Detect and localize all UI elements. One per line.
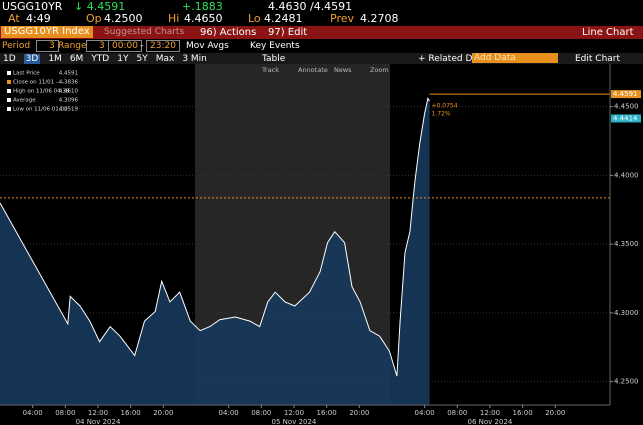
range-button[interactable]: 6M	[69, 54, 84, 64]
actions[interactable]: 96) Actions	[200, 27, 257, 38]
related[interactable]: + Related Dat	[418, 54, 482, 64]
label: Lo	[248, 12, 261, 25]
legend-value: 4.3836	[59, 80, 79, 86]
chart: 4.2500 4.3000 4.3500 4.4000 4.4500 4.4591 4.44…	[0, 64, 641, 425]
legend-swatch	[7, 80, 11, 84]
date-label: 04 Nov 2024	[76, 418, 121, 425]
legend-label: High on 11/06 04:39	[13, 89, 70, 95]
legend-label: Average	[13, 98, 36, 104]
legend-swatch	[7, 71, 11, 75]
change-label: +0.0754	[432, 103, 458, 110]
change: +.1883	[182, 0, 223, 13]
chart-type[interactable]: Line Chart	[582, 27, 634, 38]
range-button[interactable]: 1M	[48, 54, 62, 64]
label: Period	[2, 41, 31, 51]
x-tick-label: 12:00	[284, 409, 304, 417]
chart-tool[interactable]: Annotate	[298, 66, 328, 74]
legend-value: 4.4610	[59, 89, 79, 95]
menu-bar	[0, 26, 643, 39]
x-tick-label: 04:00	[415, 409, 435, 417]
legend-swatch	[7, 107, 11, 111]
y-tick-label: 4.3500	[614, 240, 639, 248]
y-tick-label: 4.3000	[614, 309, 639, 317]
x-tick-label: 16:00	[513, 409, 533, 417]
input[interactable]: 3	[86, 40, 109, 52]
label: Op	[86, 12, 102, 25]
x-tick-label: 12:00	[480, 409, 500, 417]
date-label: 05 Nov 2024	[272, 418, 317, 425]
range-buttons: 1D 3D 1M 6M YTD 1Y 5Y Max 3 Min	[3, 54, 215, 64]
input[interactable]: 23:20	[146, 40, 180, 52]
x-tick-label: 08:00	[447, 409, 467, 417]
label: At	[8, 12, 20, 25]
chart-tool[interactable]: News	[334, 66, 352, 74]
value: 4.2708	[360, 12, 399, 25]
bid-ask: 4.4630 /4.4591	[268, 0, 353, 13]
label: Prev	[330, 12, 354, 25]
x-tick-label: 04:00	[219, 409, 239, 417]
range-button[interactable]: Max	[155, 54, 175, 64]
legend-box	[4, 68, 80, 114]
range-button[interactable]: YTD	[91, 54, 110, 64]
legend: Last Price 4.4591 Close on 11/01 ---- 4.38…	[4, 68, 80, 114]
x-tick-label: 16:00	[317, 409, 337, 417]
security[interactable]: USGG10YR Index	[1, 26, 93, 38]
legend-label: Last Price	[13, 71, 40, 77]
input[interactable]: 00:00	[108, 40, 142, 52]
legend-label: Close on 11/01 ----	[13, 80, 64, 86]
value: 4:49	[26, 12, 51, 25]
change-label: 1.72%	[432, 111, 451, 118]
suggested[interactable]: Suggested Charts	[104, 27, 185, 37]
range-button[interactable]: 5Y	[136, 54, 148, 64]
range-button[interactable]: 1D	[3, 54, 16, 64]
area	[0, 98, 430, 406]
edit[interactable]: 97) Edit	[268, 27, 308, 38]
label: Hi	[168, 12, 180, 25]
legend-value: 4.3096	[59, 98, 79, 104]
x-tick-label: 20:00	[545, 409, 565, 417]
dash: -	[140, 41, 144, 51]
y-tick-label: 4.2500	[614, 378, 639, 386]
price: ↓ 4.4591	[74, 0, 126, 13]
add-data[interactable]: Add Data	[472, 53, 558, 63]
range-button[interactable]: 3 Min	[182, 54, 207, 64]
price-tag	[611, 114, 641, 123]
legend-value: 4.4591	[59, 71, 78, 77]
toolbar	[0, 53, 643, 64]
price-tag-label: 4.4414	[613, 114, 638, 122]
table[interactable]: Table	[262, 54, 286, 64]
x-tick-label: 04:00	[23, 409, 43, 417]
mov-avgs[interactable]: Mov Avgs	[186, 41, 229, 51]
x-tick-label: 08:00	[55, 409, 75, 417]
edit-chart[interactable]: Edit Chart	[575, 54, 621, 64]
x-tick-label: 20:00	[153, 409, 173, 417]
legend-swatch	[7, 89, 11, 93]
y-tick-label: 4.4000	[614, 171, 639, 179]
key-events[interactable]: Key Events	[250, 41, 300, 51]
input[interactable]: 3	[36, 40, 59, 52]
price-tag-label: 4.4591	[613, 90, 638, 98]
y-tick-label: 4.4500	[614, 103, 639, 111]
x-tick-label: 16:00	[121, 409, 141, 417]
label: Range	[58, 41, 87, 51]
range-button[interactable]: 3D	[23, 54, 41, 64]
line	[0, 97, 430, 377]
value: 4.4650	[184, 12, 223, 25]
legend-label: Low on 11/06 01:00	[13, 107, 68, 113]
price-tag	[611, 90, 641, 99]
chart-tool[interactable]: Track	[261, 66, 279, 74]
date-label: 06 Nov 2024	[468, 418, 513, 425]
x-tick-label: 20:00	[349, 409, 369, 417]
legend-swatch	[7, 98, 11, 102]
value: 4.2481	[264, 12, 303, 25]
x-tick-label: 12:00	[88, 409, 108, 417]
value: 4.2500	[104, 12, 143, 25]
legend-value: 4.2519	[59, 107, 79, 113]
chart-tool[interactable]: Zoom	[370, 66, 389, 74]
x-tick-label: 08:00	[251, 409, 271, 417]
range-button[interactable]: 1Y	[117, 54, 129, 64]
ticker: USGG10YR	[2, 0, 63, 13]
